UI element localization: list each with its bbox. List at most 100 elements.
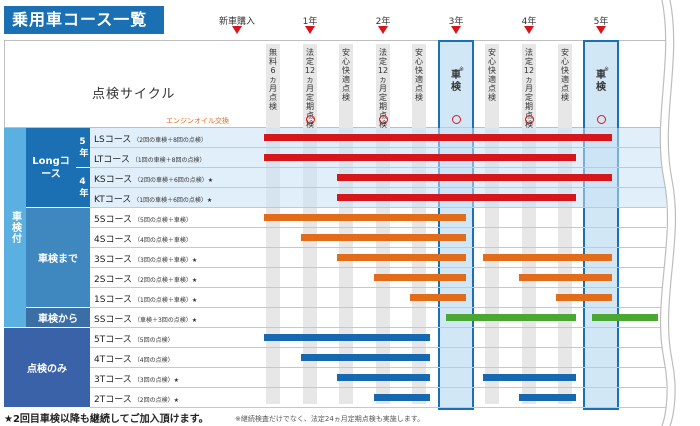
category-five-year: 5年 [76,128,90,168]
course-detail: （1回の点検＋車検）★ [134,297,198,304]
coverage-bar [483,254,612,261]
coverage-bar [264,134,612,141]
cycle-label: 点検サイクル [92,87,176,102]
coverage-bar [264,334,430,341]
course-detail: （2回の点検＋車検）★ [134,277,198,284]
course-name: 1Sコース （1回の点検＋車検）★ [94,292,197,305]
oil-change-ring-icon [378,115,388,124]
category-shaken-kara: 車検から [26,308,90,328]
coverage-bar [519,274,612,281]
timeline-arrow-icon [596,26,606,34]
course-row: 5Tコース （5回の点検） [90,328,666,348]
course-title: SSコース [94,315,132,325]
course-name: SSコース （車検＋3回の点検）★ [94,312,197,325]
course-title: 2Tコース [94,395,132,405]
course-title: LTコース [94,155,130,165]
oil-change-ring-icon [524,115,534,124]
timeline-label: 1年 [302,17,318,27]
course-detail: （車検＋3回の点検）★ [133,317,198,324]
oil-change-ring-icon [451,115,461,124]
course-title: 3Sコース [94,255,132,265]
course-detail: （1回の車検＋8回の点検） [131,157,206,164]
course-row: 2Sコース （2回の点検＋車検）★ [90,268,666,288]
oil-change-label: エンジンオイル交換 [166,117,229,125]
header-panel [4,40,668,128]
course-row: 1Sコース （1回の点検＋車検）★ [90,288,666,308]
course-detail: （4回の点検＋車検） [134,237,192,244]
course-row: SSコース （車検＋3回の点検）★ [90,308,666,328]
course-detail: （2回の車検＋6回の点検）★ [134,177,214,184]
inspection-column-label: 安心快適点検 [561,48,569,102]
long-course-label: Longコース [32,155,70,180]
coverage-bar [374,274,466,281]
course-name: 5Tコース （5回の点検） [94,332,174,345]
shaken-note-mark: ※ [604,66,610,73]
course-row: 3Sコース （3回の点検＋車検）★ [90,248,666,268]
course-title: 4Tコース [94,355,132,365]
course-name: 2Tコース （2回の点検）★ [94,392,179,405]
coverage-bar [264,154,576,161]
course-name: LTコース （1回の車検＋8回の点検） [94,152,205,165]
shaken-highlight [583,40,619,410]
coverage-bar [374,394,430,401]
inspection-column-label: 安心快適点検 [415,48,423,102]
course-title: KSコース [94,175,133,185]
course-title: 1Sコース [94,295,132,305]
course-detail: （3回の点検＋車検）★ [134,257,198,264]
oil-change-ring-icon [305,115,315,124]
coverage-bar [301,234,466,241]
course-detail: （5回の点検） [133,337,174,344]
footer-subnote: ※継続検査だけでなく、法定24ヵ月定期点検も実施します。 [235,415,425,423]
course-row: 3Tコース （3回の点検）★ [90,368,666,388]
timeline-arrow-icon [232,26,242,34]
timeline-label: 5年 [593,17,609,27]
course-name: 3Sコース （3回の点検＋車検）★ [94,252,197,265]
timeline-arrow-icon [378,26,388,34]
timeline-arrow-icon [451,26,461,34]
course-title: LSコース [94,135,132,145]
course-name: 3Tコース （3回の点検）★ [94,372,179,385]
timeline-label: 4年 [521,17,537,27]
course-name: LSコース （2回の車検＋8回の点検） [94,132,207,145]
course-name: 5Sコース （5回の点検＋車検） [94,212,192,225]
course-title: 4Sコース [94,235,132,245]
course-title: KTコース [94,195,132,205]
course-detail: （1回の車検＋6回の点検）★ [133,197,213,204]
course-row: 4Tコース （4回の点検） [90,348,666,368]
course-detail: （2回の車検＋8回の点検） [133,137,207,144]
course-detail: （2回の点検）★ [133,397,179,404]
course-name: 4Tコース （4回の点検） [94,352,174,365]
coverage-bar [483,374,576,381]
wave-edge [659,0,700,426]
timeline-arrow-icon [305,26,315,34]
category-tenken-nomi: 点検のみ [4,328,90,408]
timeline-label: 2年 [375,17,391,27]
category-shaken-tsuki: 車検付 [4,128,26,328]
course-detail: （3回の点検）★ [133,377,179,384]
timeline-label: 新車購入 [218,17,255,27]
course-name: KSコース （2回の車検＋6回の点検）★ [94,172,213,185]
course-title: 3Tコース [94,375,132,385]
coverage-bar [301,354,430,361]
course-detail: （4回の点検） [133,357,174,364]
timeline-label: 3年 [448,17,464,27]
inspection-column-label: 車検 [596,70,606,93]
coverage-bar [519,394,576,401]
coverage-bar [446,314,576,321]
oil-change-ring-icon [596,115,606,124]
footer-note: ★2回目車検以降も継続してご加入頂けます。 [4,414,209,425]
category-long-course: Longコース [26,128,76,208]
shaken-note-mark: ※ [459,66,465,73]
coverage-bar [592,314,658,321]
course-row: 5Sコース （5回の点検＋車検） [90,208,666,228]
coverage-bar [337,374,430,381]
coverage-bar [556,294,612,301]
inspection-column-label: 車検 [451,70,461,93]
course-row: 2Tコース （2回の点検）★ [90,388,666,408]
course-name: 4Sコース （4回の点検＋車検） [94,232,192,245]
inspection-column-label: 安心快適点検 [342,48,350,102]
course-row: 4Sコース （4回の点検＋車検） [90,228,666,248]
category-four-year: 4年 [76,168,90,208]
shaken-highlight [438,40,474,410]
